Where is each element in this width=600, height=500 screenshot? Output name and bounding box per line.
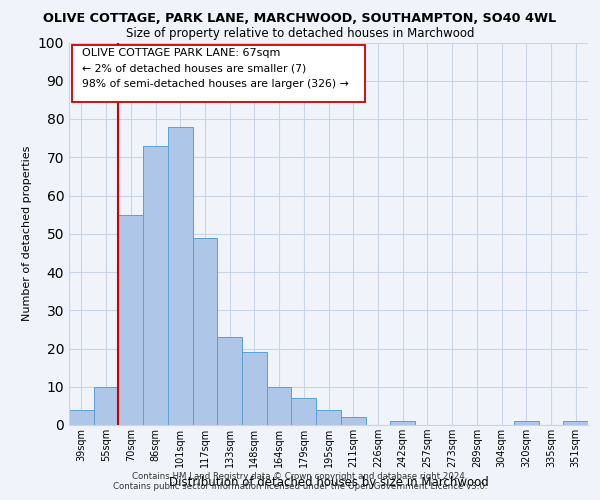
Bar	[69, 410, 94, 425]
Bar	[217, 337, 242, 425]
Bar	[341, 418, 365, 425]
Text: OLIVE COTTAGE PARK LANE: 67sqm: OLIVE COTTAGE PARK LANE: 67sqm	[82, 48, 280, 58]
Text: 98% of semi-detached houses are larger (326) →: 98% of semi-detached houses are larger (…	[82, 79, 349, 89]
Bar	[94, 387, 118, 425]
Bar	[193, 238, 217, 425]
Text: OLIVE COTTAGE, PARK LANE, MARCHWOOD, SOUTHAMPTON, SO40 4WL: OLIVE COTTAGE, PARK LANE, MARCHWOOD, SOU…	[43, 12, 557, 26]
Text: Size of property relative to detached houses in Marchwood: Size of property relative to detached ho…	[126, 28, 474, 40]
Bar	[292, 398, 316, 425]
Bar	[563, 421, 588, 425]
Text: Contains public sector information licensed under the Open Government Licence v3: Contains public sector information licen…	[113, 482, 487, 491]
Bar	[143, 146, 168, 425]
Text: ← 2% of detached houses are smaller (7): ← 2% of detached houses are smaller (7)	[82, 64, 306, 74]
Y-axis label: Number of detached properties: Number of detached properties	[22, 146, 32, 322]
Bar	[316, 410, 341, 425]
Bar	[390, 421, 415, 425]
Bar	[168, 126, 193, 425]
Bar	[267, 387, 292, 425]
Bar	[242, 352, 267, 425]
Text: Contains HM Land Registry data © Crown copyright and database right 2024.: Contains HM Land Registry data © Crown c…	[132, 472, 468, 481]
Bar	[118, 214, 143, 425]
X-axis label: Distribution of detached houses by size in Marchwood: Distribution of detached houses by size …	[169, 476, 488, 488]
Bar	[514, 421, 539, 425]
FancyBboxPatch shape	[71, 45, 365, 102]
